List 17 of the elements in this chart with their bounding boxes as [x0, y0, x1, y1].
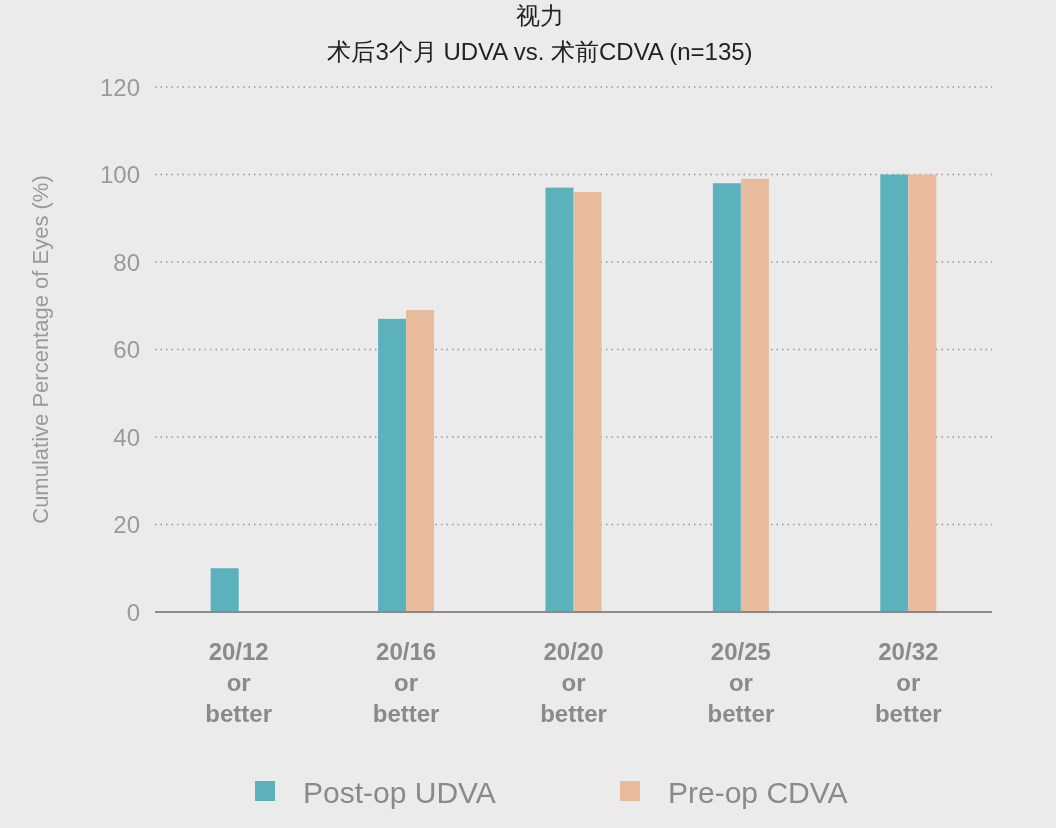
y-tick-label: 20	[113, 511, 140, 538]
x-tick-label: 20/25 or better	[707, 638, 775, 727]
y-tick-label: 40	[113, 423, 140, 451]
y-tick-label: 60	[113, 336, 140, 363]
x-tick-label: 20/20 or better	[540, 638, 607, 727]
chart-subtitle: 术后3个月 UDVA vs. 术前CDVA (n=135)	[327, 38, 753, 65]
y-tick-label: 80	[113, 248, 140, 276]
y-tick-label: 0	[126, 598, 140, 626]
x-tick-label: 20/32 or better	[874, 638, 942, 727]
x-tick-label: 20/16 or better	[372, 638, 440, 727]
chart-title: 视力	[516, 2, 564, 29]
legend-label: Post-op UDVA	[303, 775, 496, 809]
y-tick-label: 120	[99, 73, 140, 101]
legend-label: Pre-op CDVA	[668, 775, 848, 809]
x-tick-label: 20/12 or better	[205, 638, 273, 727]
y-axis-title: Cumulative Percentage of Eyes (%)	[27, 175, 53, 524]
y-tick-label: 100	[99, 161, 140, 188]
